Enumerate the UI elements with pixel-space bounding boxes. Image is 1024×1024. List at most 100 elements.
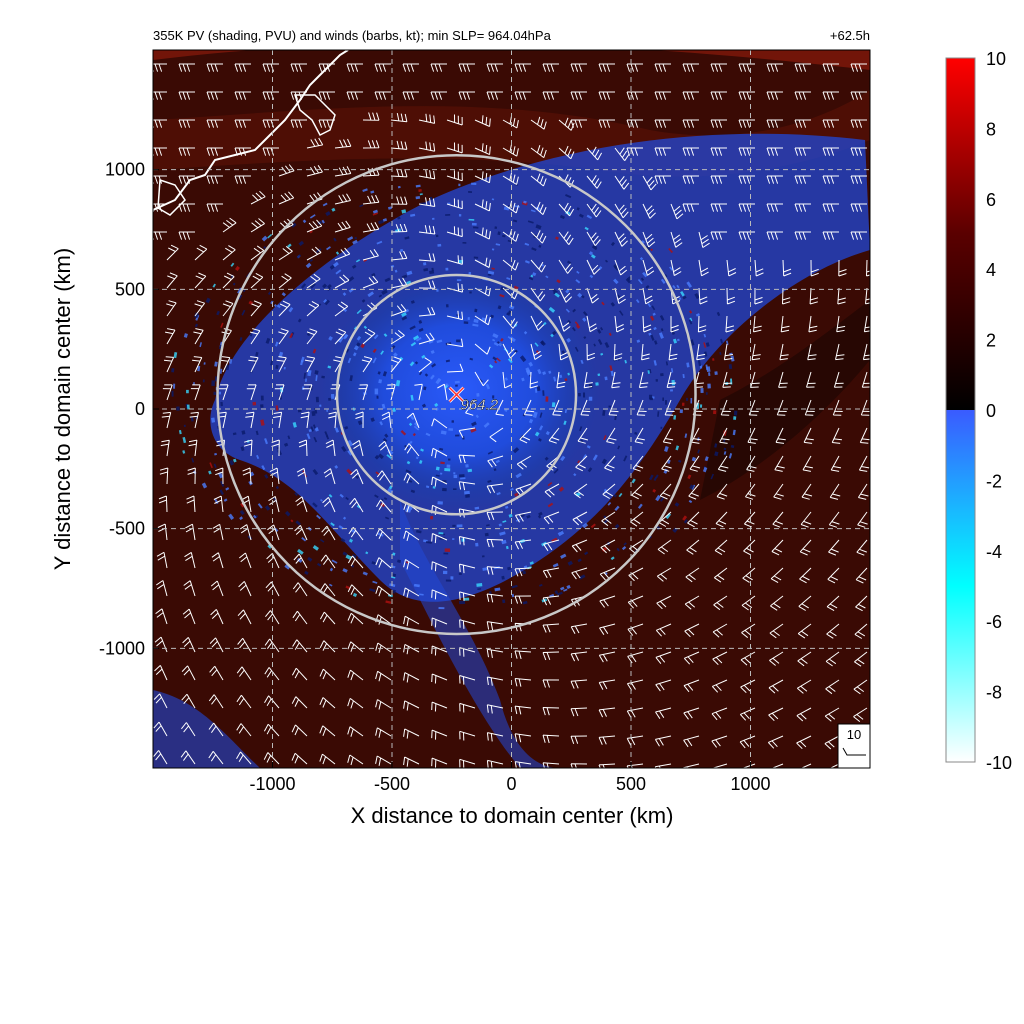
- pv-speckle-dot: [700, 388, 703, 393]
- y-tick-label: -1000: [99, 638, 145, 658]
- pv-speckle-dot: [423, 262, 426, 265]
- pv-speckle-dot: [437, 244, 441, 247]
- pv-speckle-dot: [193, 382, 195, 385]
- pv-speckle-dot: [660, 373, 664, 376]
- pv-speckle-dot: [734, 411, 737, 416]
- pv-speckle-dot: [492, 198, 494, 200]
- pv-speckle-dot: [331, 394, 334, 399]
- colorbar-tick-label: -6: [986, 612, 1002, 632]
- x-tick-label: 500: [616, 774, 646, 794]
- pv-speckle-dot: [186, 390, 189, 393]
- pv-speckle-dot: [578, 393, 581, 396]
- pv-speckle-dot: [442, 488, 447, 491]
- colorbar-tick-label: 0: [986, 401, 996, 421]
- pv-speckle-dot: [546, 396, 549, 401]
- pv-speckle-dot: [670, 389, 673, 391]
- pv-speckle-dot: [475, 543, 478, 547]
- x-tick-label: 0: [506, 774, 516, 794]
- colorbar-ticks: 1086420-2-4-6-8-10: [986, 49, 1012, 773]
- pv-speckle-dot: [319, 405, 321, 407]
- colorbar-tick-label: 4: [986, 260, 996, 280]
- pv-speckle-dot: [456, 340, 460, 343]
- colorbar-tick-label: 8: [986, 119, 996, 139]
- wind-barb-legend-value: 10: [847, 727, 861, 742]
- pv-speckle-dot: [465, 464, 468, 468]
- colorbar-gradient: [946, 58, 975, 762]
- pv-speckle-dot: [714, 371, 717, 375]
- y-tick-label: 0: [135, 399, 145, 419]
- pv-speckle-dot: [438, 607, 444, 609]
- pv-speckle-dot: [418, 189, 422, 192]
- pv-speckle-dot: [252, 402, 256, 406]
- y-axis-ticks: -1000-50005001000: [99, 160, 159, 659]
- y-tick-label: -500: [109, 519, 145, 539]
- y-tick-label: 500: [115, 279, 145, 299]
- pv-speckle-dot: [494, 226, 497, 229]
- pv-speckle-dot: [455, 435, 459, 437]
- pv-speckle-dot: [671, 380, 675, 385]
- pv-speckle-dot: [482, 555, 485, 557]
- pv-speckle-dot: [316, 397, 319, 403]
- pv-speckle-dot: [656, 379, 658, 382]
- colorbar-tick-label: -10: [986, 753, 1012, 773]
- pv-speckle-dot: [650, 398, 653, 401]
- colorbar-tick-label: 2: [986, 331, 996, 351]
- pv-speckle-dot: [686, 398, 688, 401]
- pv-speckle-dot: [445, 548, 450, 552]
- pv-speckle-dot: [455, 385, 458, 387]
- pv-speckle-dot: [176, 406, 180, 410]
- pv-speckle-dot: [260, 404, 263, 408]
- pv-speckle-dot: [665, 400, 667, 405]
- pv-speckle-dot: [203, 380, 205, 383]
- pv-speckle-dot: [438, 532, 443, 534]
- x-tick-label: 1000: [730, 774, 770, 794]
- pv-speckle-dot: [476, 583, 482, 587]
- pv-speckle-dot: [468, 317, 470, 320]
- pv-speckle-dot: [459, 573, 462, 575]
- pv-speckle-dot: [184, 425, 186, 427]
- pv-speckle-dot: [448, 458, 451, 460]
- pv-speckle-dot: [662, 397, 664, 401]
- pv-speckle-dot: [595, 382, 598, 386]
- pv-speckle-dot: [472, 223, 477, 226]
- pv-speckle-dot: [440, 473, 442, 475]
- pv-speckle-dot: [700, 404, 702, 407]
- colorbar-tick-label: -8: [986, 683, 1002, 703]
- x-tick-label: -1000: [249, 774, 295, 794]
- pv-speckle-dot: [173, 384, 175, 389]
- pv-speckle-dot: [437, 501, 443, 505]
- pv-speckle-dot: [589, 397, 593, 401]
- x-axis-label: X distance to domain center (km): [351, 803, 674, 828]
- colorbar: 1086420-2-4-6-8-10: [946, 49, 1012, 773]
- pv-speckle-dot: [459, 474, 465, 477]
- pv-speckle-dot: [172, 391, 174, 397]
- pv-speckle-dot: [446, 304, 449, 307]
- x-tick-label: -500: [374, 774, 410, 794]
- pv-speckle-dot: [171, 368, 174, 372]
- forecast-time: +62.5h: [830, 28, 870, 43]
- pv-speckle-dot: [469, 219, 475, 221]
- pv-speckle-dot: [432, 218, 434, 220]
- pv-speckle-dot: [458, 184, 460, 186]
- pv-speckle-dot: [552, 402, 556, 407]
- pv-speckle-dot: [436, 467, 440, 471]
- pv-speckle-dot: [713, 410, 716, 414]
- pv-speckle-dot: [707, 384, 711, 389]
- pv-speckle-dot: [214, 392, 216, 395]
- pv-speckle-dot: [706, 392, 708, 395]
- pv-speckle-dot: [436, 235, 439, 237]
- pv-speckle-dot: [464, 598, 469, 601]
- pv-speckle-dot: [608, 406, 611, 408]
- colorbar-tick-label: -2: [986, 471, 1002, 491]
- pv-speckle-dot: [477, 588, 481, 590]
- pv-speckle-dot: [445, 268, 448, 271]
- pv-speckle-dot: [464, 491, 470, 495]
- pv-speckle-dot: [450, 576, 453, 579]
- pv-speckle-dot: [454, 475, 458, 478]
- pv-speckle-dot: [465, 494, 470, 498]
- pv-speckle-dot: [453, 472, 455, 474]
- pv-speckle-dot: [459, 601, 465, 604]
- pv-speckle-dot: [430, 516, 433, 520]
- y-axis-label: Y distance to domain center (km): [50, 248, 75, 570]
